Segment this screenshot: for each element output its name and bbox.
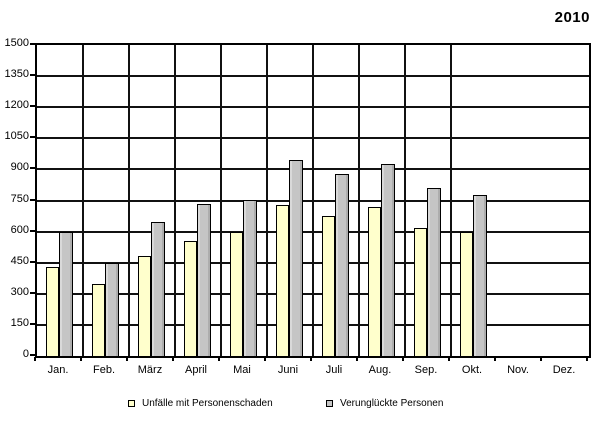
y-axis-tick-0	[30, 354, 35, 356]
y-axis-tick-600	[30, 229, 35, 232]
y-axis-label-0: 0	[22, 348, 29, 360]
v-gridline-8	[404, 45, 406, 356]
v-gridline-6	[312, 45, 314, 356]
y-axis-label-750: 750	[10, 192, 29, 205]
x-axis-tick-3	[172, 357, 174, 361]
bar-verungluckte-feb	[105, 263, 119, 356]
y-axis-label-900: 900	[10, 161, 29, 174]
x-axis-label-jan: Jan.	[47, 364, 69, 376]
bar-unfaelle-aug	[368, 207, 381, 356]
y-axis-label-1200: 1200	[4, 99, 29, 112]
y-axis-label-450: 450	[10, 254, 29, 267]
y-axis-label-600: 600	[10, 223, 29, 236]
v-gridline-3	[174, 45, 176, 356]
plot-area	[35, 43, 591, 358]
x-axis-tick-10	[494, 357, 496, 361]
y-axis-label-1500: 1500	[4, 37, 29, 49]
v-gridline-9	[450, 45, 452, 356]
x-axis-label-april: April	[184, 364, 207, 376]
bar-unfaelle-sep	[414, 228, 427, 356]
x-axis-tick-2	[126, 357, 128, 361]
legend-marker-unfaelle	[128, 400, 135, 407]
legend-label-unfaelle: Unfälle mit Personenschaden	[142, 398, 273, 409]
y-axis-label-1350: 1350	[4, 68, 29, 81]
x-axis-label-aug: Aug.	[368, 364, 392, 376]
bar-unfaelle-juni	[276, 205, 289, 356]
x-axis-tick-11	[540, 357, 542, 361]
bar-verungluckte-april	[197, 204, 211, 356]
x-axis-tick-7	[356, 357, 358, 361]
bar-unfaelle-juli	[322, 216, 335, 356]
bar-unfaelle-märz	[138, 256, 151, 356]
y-axis-tick-1350	[30, 74, 35, 77]
v-gridline-2	[128, 45, 130, 356]
v-gridline-1	[82, 45, 84, 356]
x-axis-label-juli: Juli	[325, 364, 343, 376]
x-axis-tick-6	[310, 357, 312, 361]
x-axis-label-nov: Nov.	[507, 364, 529, 376]
x-axis-tick-1	[80, 357, 82, 361]
bar-unfaelle-mai	[230, 232, 243, 356]
bar-verungluckte-aug	[381, 164, 395, 356]
bar-verungluckte-juni	[289, 160, 303, 356]
y-axis-tick-1050	[30, 136, 35, 139]
y-axis-tick-750	[30, 198, 35, 201]
bar-verungluckte-juli	[335, 174, 349, 356]
v-gridline-5	[266, 45, 268, 356]
legend-label-verungluckte: Verunglückte Personen	[340, 398, 444, 409]
y-axis-label-150: 150	[10, 316, 29, 329]
x-axis-tick-8	[402, 357, 404, 361]
bar-verungluckte-okt	[473, 195, 487, 356]
bar-unfaelle-feb	[92, 284, 105, 356]
chart-year-title: 2010	[554, 9, 590, 26]
bar-verungluckte-jan	[59, 232, 73, 356]
bar-unfaelle-april	[184, 241, 197, 356]
bar-verungluckte-mai	[243, 200, 257, 356]
x-axis-label-sep: Sep.	[414, 364, 438, 376]
bar-verungluckte-märz	[151, 222, 165, 356]
y-axis-tick-150	[30, 322, 35, 325]
x-axis-label-märz: März	[137, 364, 163, 376]
x-axis-label-dez: Dez.	[552, 364, 576, 376]
x-axis-tick-5	[264, 357, 266, 361]
bar-verungluckte-sep	[427, 188, 441, 356]
x-axis-label-okt: Okt.	[461, 364, 483, 376]
legend-marker-verungluckte	[326, 400, 333, 407]
x-axis-label-juni: Juni	[277, 364, 299, 376]
x-axis-label-mai: Mai	[233, 364, 251, 376]
x-axis-tick-9	[448, 357, 450, 361]
x-axis-tick-0	[34, 357, 36, 361]
bar-unfaelle-okt	[460, 232, 473, 356]
y-axis-tick-300	[30, 291, 35, 294]
y-axis-tick-900	[30, 167, 35, 170]
y-axis-label-300: 300	[10, 285, 29, 298]
v-gridline-7	[358, 45, 360, 356]
bar-unfaelle-jan	[46, 267, 59, 356]
y-axis-label-1050: 1050	[4, 130, 29, 143]
x-axis-tick-4	[218, 357, 220, 361]
y-axis-tick-1500	[30, 43, 35, 45]
chart-legend: Unfälle mit Personenschaden Verunglückte…	[0, 395, 600, 415]
x-axis-label-feb: Feb.	[92, 364, 115, 376]
v-gridline-4	[220, 45, 222, 356]
y-axis-tick-450	[30, 260, 35, 263]
y-axis-tick-1200	[30, 105, 35, 108]
x-axis-tick-12	[586, 357, 588, 361]
